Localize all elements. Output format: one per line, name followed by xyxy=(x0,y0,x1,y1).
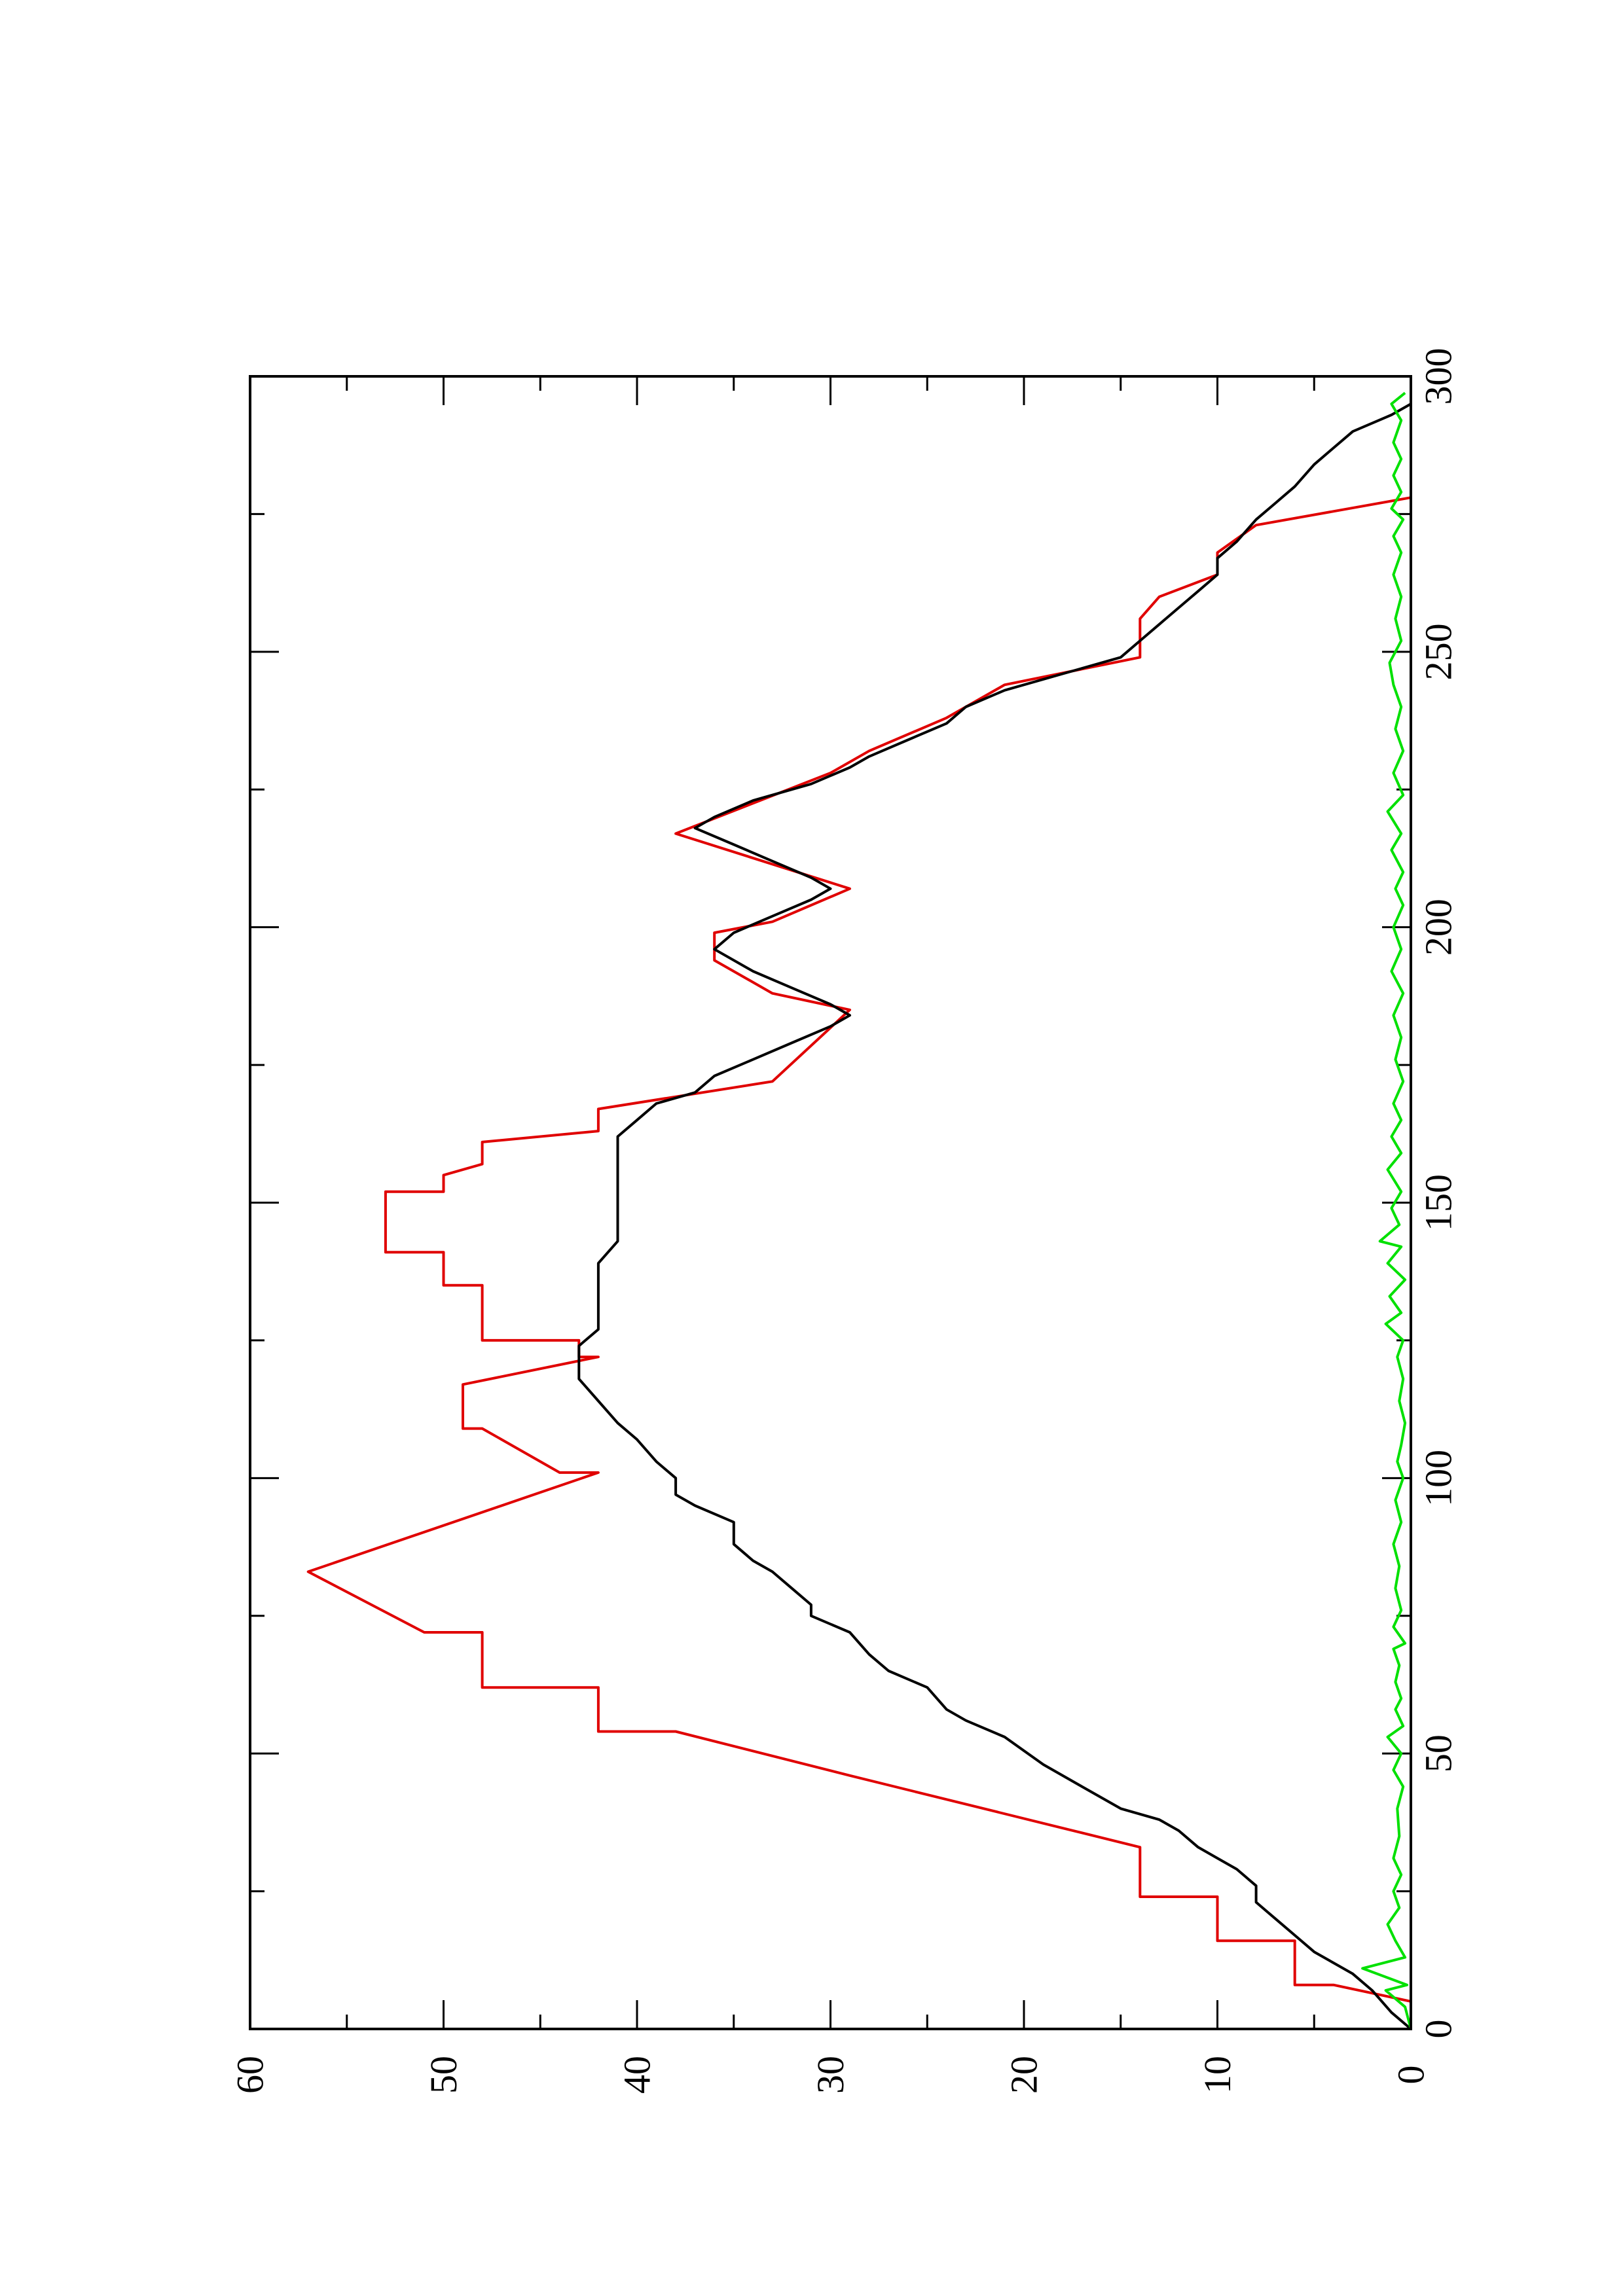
series-group xyxy=(306,391,1412,2030)
y-tick-label: 30 xyxy=(809,2056,852,2094)
x-tick-label: 150 xyxy=(1417,1174,1460,1231)
x-tick-label: 50 xyxy=(1417,1734,1460,1772)
y-tick-label: 0 xyxy=(1390,2066,1432,2085)
series-green-line xyxy=(1361,391,1412,2030)
axis-ticks xyxy=(249,375,1412,2030)
tick-labels: 0 50 100 150 200 250 300 0 10 20 30 40 50 60 xyxy=(229,348,1460,2094)
series-black-line xyxy=(577,403,1412,2030)
x-tick-label: 200 xyxy=(1417,899,1460,956)
x-tick-label: 100 xyxy=(1417,1450,1460,1507)
y-tick-label: 40 xyxy=(616,2056,659,2094)
x-tick-label: 300 xyxy=(1417,348,1460,405)
series-red-line xyxy=(306,496,1412,2003)
y-tick-label: 20 xyxy=(1003,2056,1046,2094)
x-tick-label: 0 xyxy=(1417,2020,1460,2039)
y-tick-label: 50 xyxy=(422,2056,465,2094)
y-tick-label: 10 xyxy=(1196,2056,1239,2094)
plot-frame xyxy=(249,375,1412,2030)
x-tick-label: 250 xyxy=(1417,623,1460,680)
y-tick-label: 60 xyxy=(229,2056,272,2094)
